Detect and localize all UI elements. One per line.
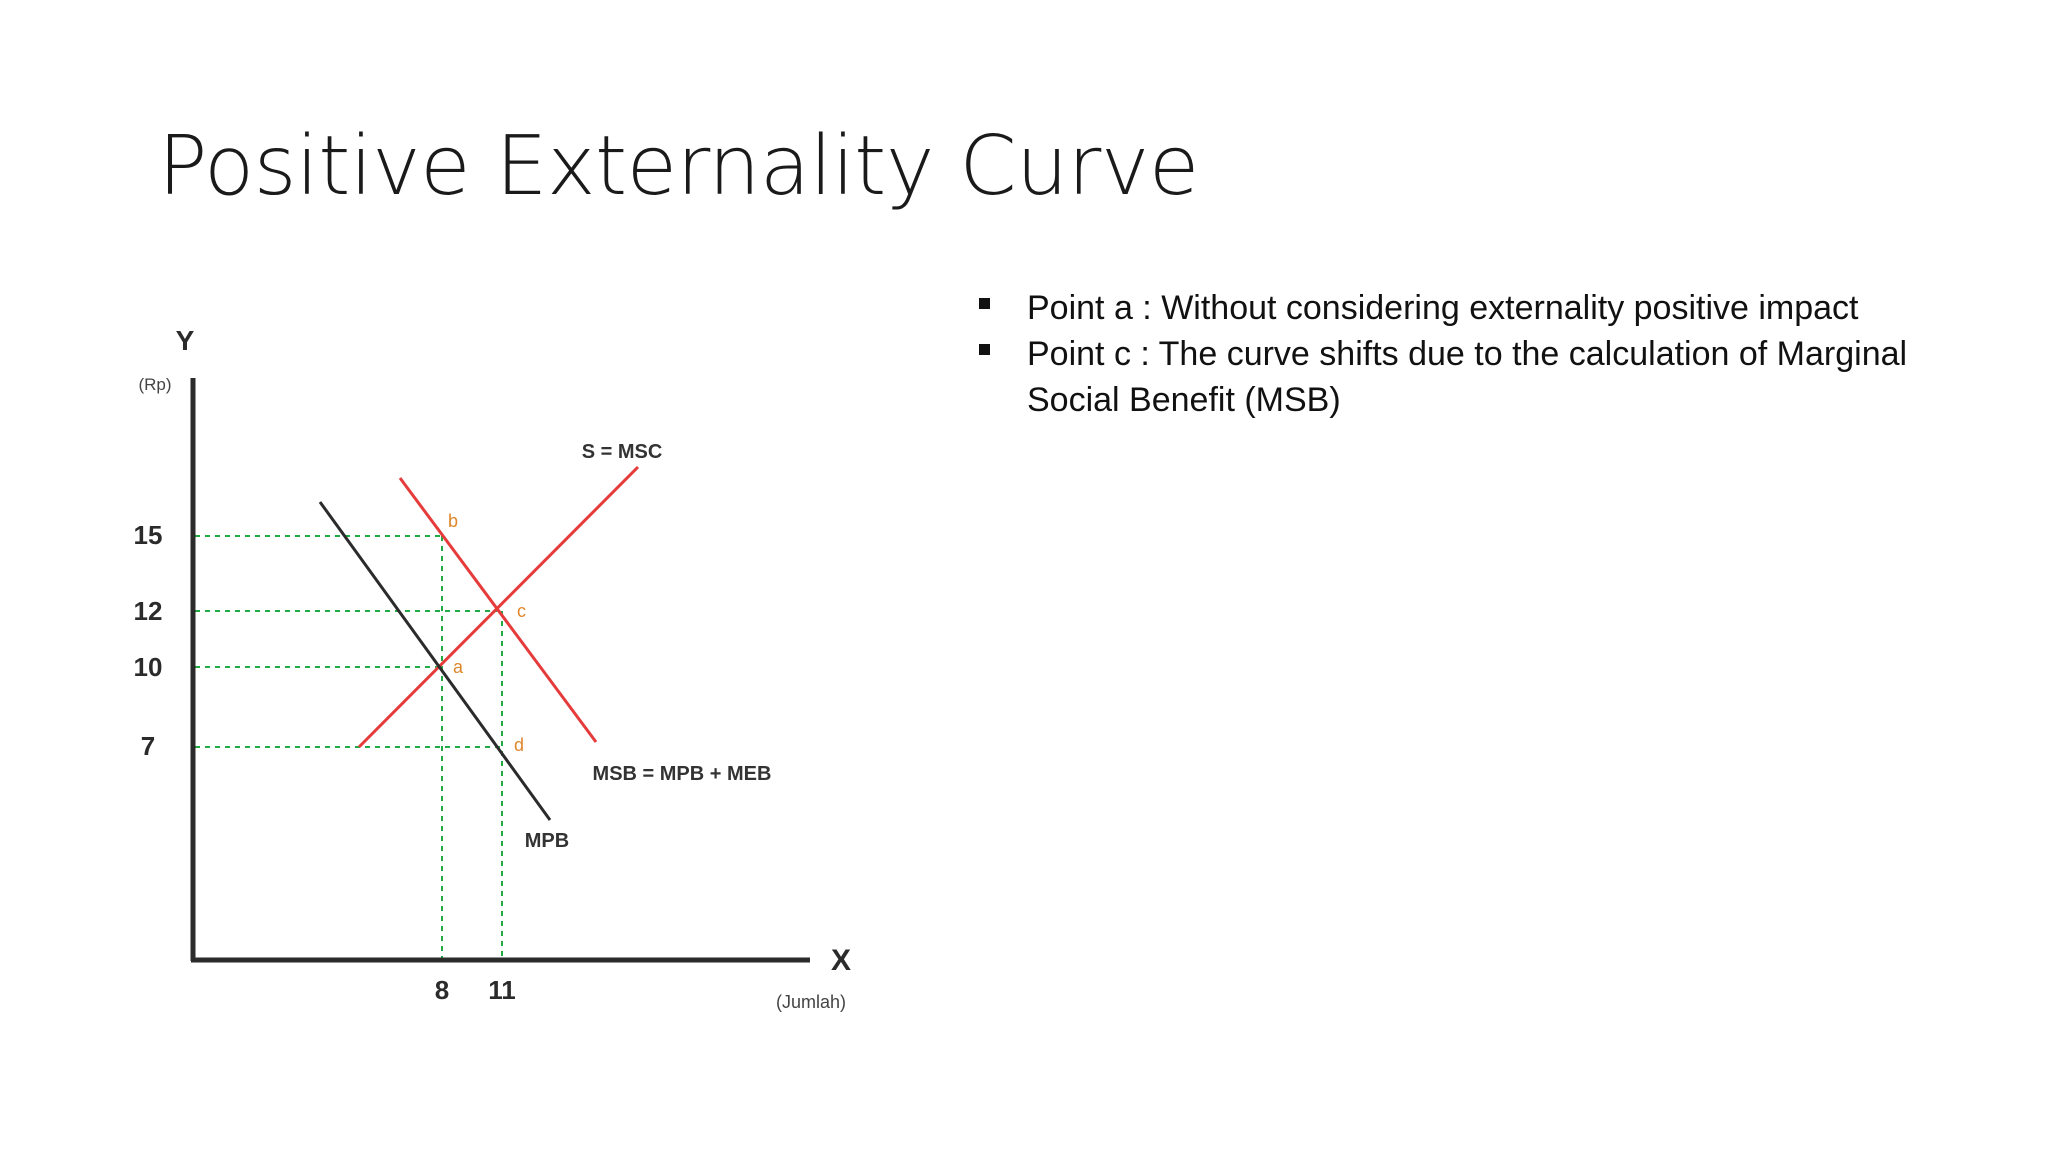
point-label-d: d [514,735,524,755]
bullet-text: Point a : Without considering externalit… [1027,289,1859,327]
msb-curve-label: MSB = MPB + MEB [593,763,772,785]
bullet-list: Point a : Without considering externalit… [975,285,1995,423]
bullet-item: Point a : Without considering externalit… [975,285,1995,331]
point-label-c: c [517,601,526,621]
x-axis-unit: (Jumlah) [776,992,846,1012]
x-tick-label: 8 [435,975,449,1005]
bullet-text: Point c : The curve shifts due to the ca… [1027,335,1908,419]
square-bullet-icon [979,344,990,355]
square-bullet-icon [979,298,990,309]
curves [318,465,640,821]
point-label-a: a [453,657,464,677]
msc-supply-curve [357,465,640,749]
y-tick-label: 7 [141,731,155,761]
mpb-curve [318,501,552,821]
y-tick-label: 15 [134,520,163,550]
guide-lines [195,535,503,960]
x-axis-letter: X [831,944,851,977]
bullet-item: Point c : The curve shifts due to the ca… [975,331,1995,423]
y-tick-label: 12 [134,596,163,626]
axes [190,378,810,963]
externality-chart: Y (Rp) X (Jumlah) 15 12 10 7 8 11 b c a … [110,300,880,1030]
slide-title: Positive Externality Curve [158,119,1199,214]
x-tick-label: 11 [488,975,516,1005]
point-label-b: b [448,511,458,531]
msb-curve [398,477,598,743]
msc-curve-label: S = MSC [582,441,663,463]
mpb-curve-label: MPB [525,830,569,852]
y-axis-unit: (Rp) [138,375,171,394]
externality-chart-svg: Y (Rp) X (Jumlah) 15 12 10 7 8 11 b c a … [134,325,851,1012]
y-axis-letter: Y [176,325,195,356]
y-tick-label: 10 [134,652,163,682]
